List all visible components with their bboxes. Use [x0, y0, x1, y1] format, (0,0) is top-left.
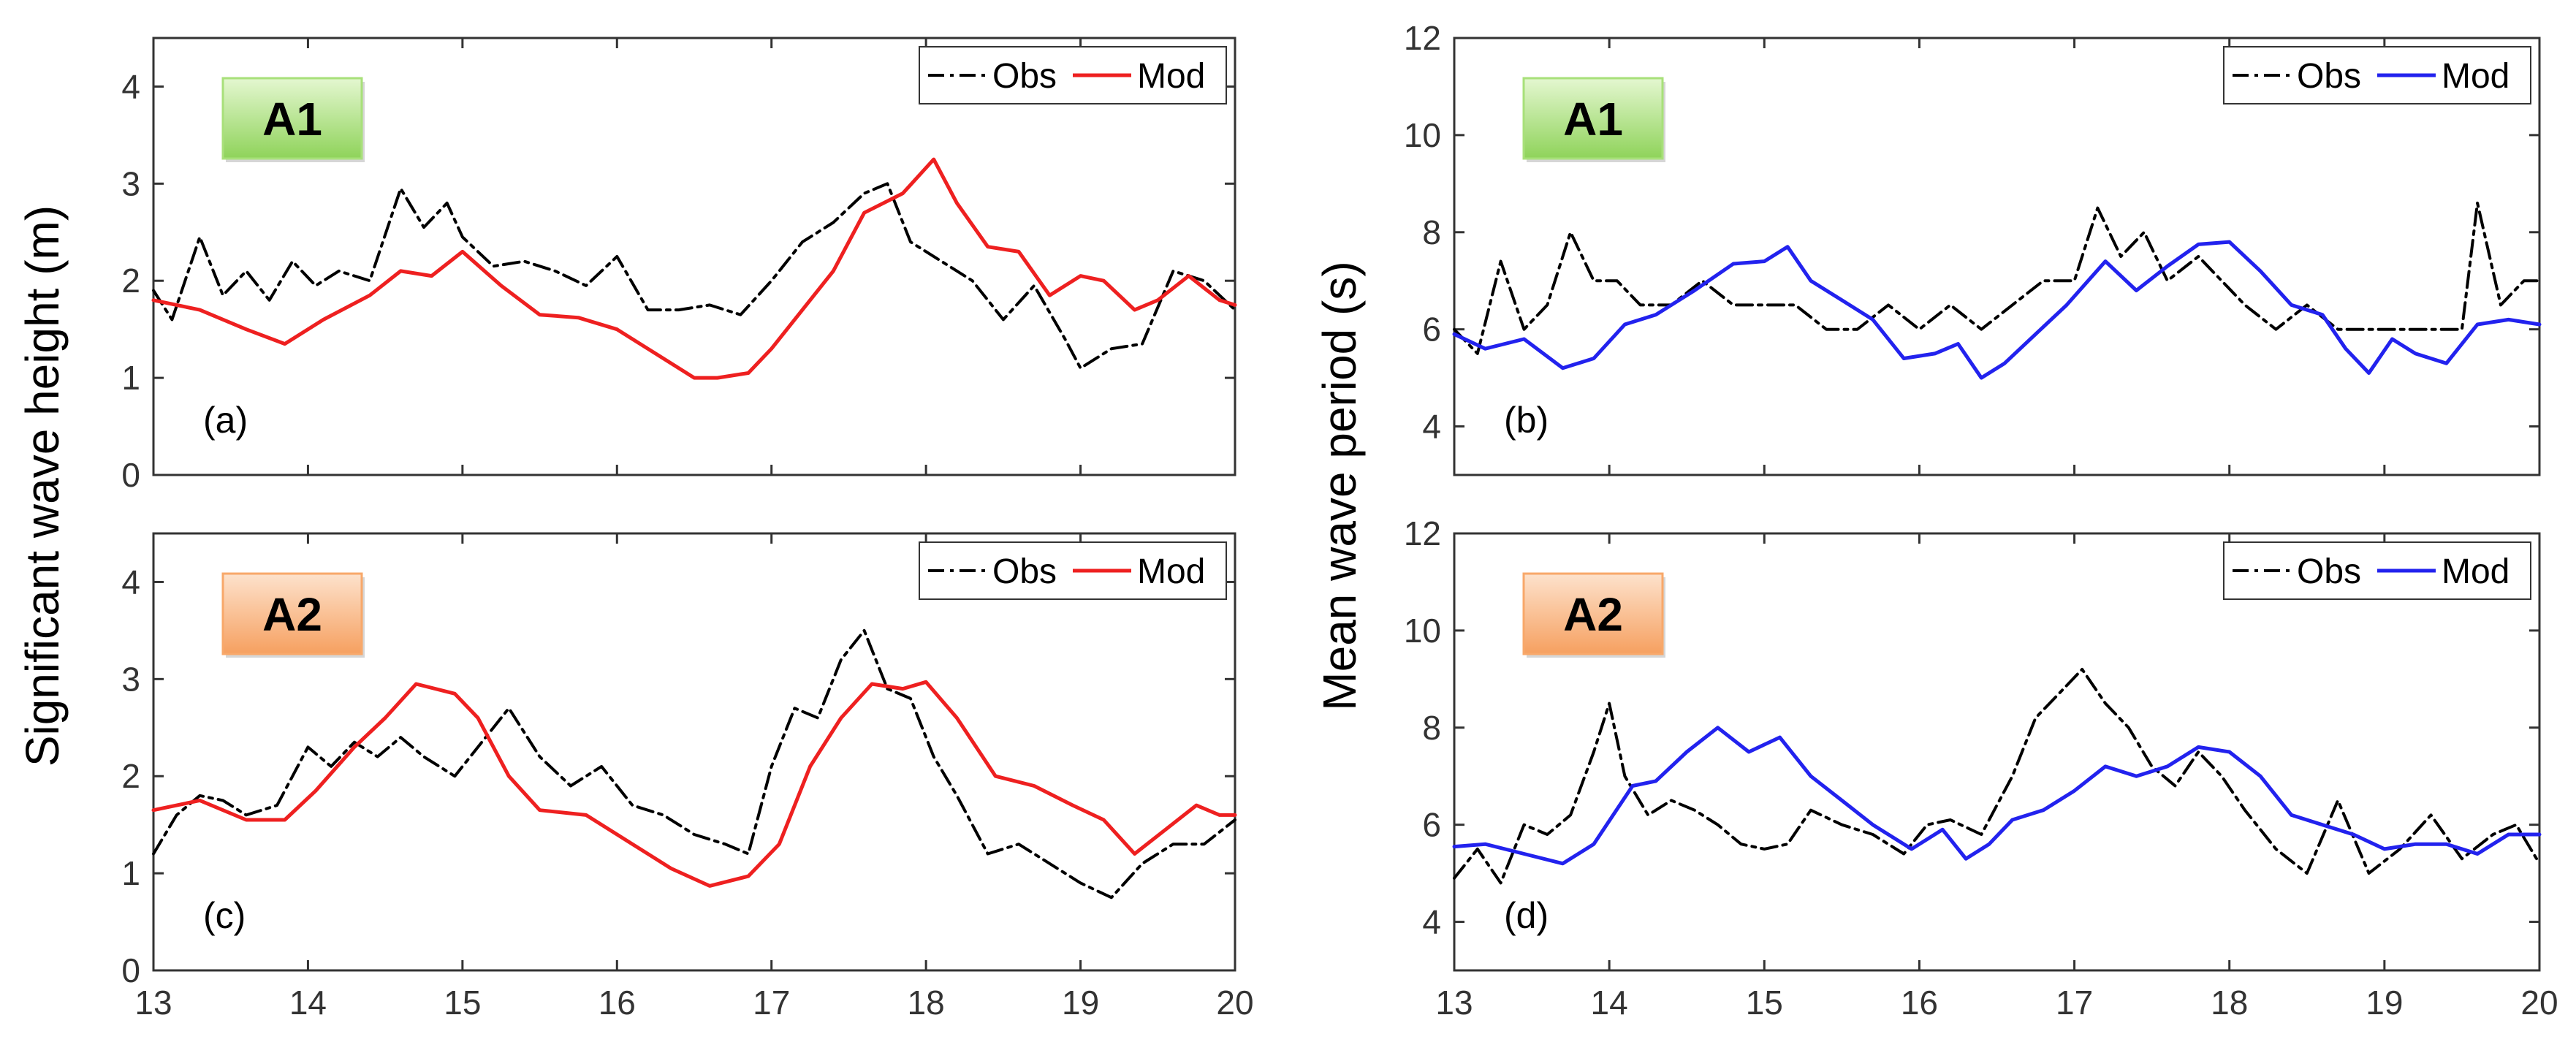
y-tick-label: 4 [1422, 903, 1441, 941]
y-tick-label: 8 [1422, 709, 1441, 747]
panel-a: 0 1 2 3 4 Obs Mod A1 (a) [121, 37, 1237, 494]
x-tick-label: 14 [289, 984, 327, 1022]
legend-label-obs: Obs [992, 552, 1057, 591]
y-tick-label: 0 [121, 951, 140, 989]
y-tick-label: 4 [121, 67, 140, 105]
x-tick-label: 18 [2211, 984, 2248, 1022]
y-tick-label: 12 [1404, 514, 1441, 552]
series-line-obs [1453, 668, 2541, 885]
series-line-mod [1452, 726, 2542, 866]
badge-box [1522, 572, 1664, 655]
y-axis-label-left: Significant wave height (m) [16, 205, 69, 767]
x-tick-label: 17 [753, 984, 790, 1022]
x-tick-label: 20 [2520, 984, 2558, 1022]
panel-label: (c) [203, 895, 246, 936]
legend-label-obs: Obs [2297, 57, 2361, 96]
y-tick-label: 3 [121, 660, 140, 698]
y-tick-label: 1 [121, 359, 140, 397]
y-tick-label: 10 [1404, 116, 1441, 154]
x-tick-label: 15 [444, 984, 481, 1022]
panel-d: 4 6 8 10 12 13 14 15 16 17 18 19 20 Obs Mod A2 (d) [1404, 514, 2558, 1022]
x-tick-label: 14 [1591, 984, 1628, 1022]
badge-label: A2 [262, 588, 322, 641]
y-tick-label: 0 [121, 456, 140, 494]
y-tick-label: 4 [1422, 408, 1441, 446]
x-tick-label: 13 [134, 984, 172, 1022]
legend-label-mod: Mod [1137, 552, 1205, 591]
y-tick-label: 1 [121, 854, 140, 892]
panel-c: 0 1 2 3 4 13 14 15 16 17 18 19 20 Obs Mod A2 (c) [121, 532, 1254, 1022]
y-tick-label: 4 [121, 563, 140, 601]
badge-label: A2 [1563, 588, 1623, 641]
x-tick-label: 13 [1435, 984, 1473, 1022]
y-tick-label: 6 [1422, 806, 1441, 844]
badge-label: A1 [262, 93, 322, 145]
panel-label: (d) [1504, 895, 1549, 936]
series-line-mod [151, 157, 1237, 380]
legend-label-mod: Mod [1137, 57, 1205, 96]
series-line-obs [152, 182, 1236, 370]
series-line-obs [152, 628, 1236, 900]
legend-label-mod: Mod [2442, 57, 2509, 96]
x-tick-label: 16 [1901, 984, 1938, 1022]
panel-label: (a) [203, 400, 248, 441]
x-tick-label: 20 [1216, 984, 1253, 1022]
x-tick-label: 19 [1062, 984, 1099, 1022]
y-axis-label-right: Mean wave period (s) [1313, 261, 1366, 710]
x-tick-label: 19 [2366, 984, 2403, 1022]
x-tick-label: 17 [2056, 984, 2093, 1022]
y-tick-label: 8 [1422, 213, 1441, 251]
badge-label: A1 [1563, 93, 1623, 145]
y-tick-label: 10 [1404, 612, 1441, 650]
x-tick-label: 16 [599, 984, 636, 1022]
series-line-obs [1453, 201, 2541, 355]
x-tick-label: 15 [1746, 984, 1783, 1022]
panel-b: 4 6 8 10 12 Obs Mod A1 (b) [1404, 19, 2542, 476]
badge-box [1522, 77, 1664, 160]
y-tick-label: 3 [121, 164, 140, 202]
x-tick-label: 18 [908, 984, 945, 1022]
series-line-mod [151, 680, 1237, 888]
legend-label-obs: Obs [992, 57, 1057, 96]
y-tick-label: 2 [121, 262, 140, 300]
y-tick-label: 2 [121, 757, 140, 795]
panel-label: (b) [1504, 400, 1549, 441]
y-tick-label: 12 [1404, 19, 1441, 57]
badge-box [221, 77, 363, 160]
badge-box [221, 572, 363, 655]
legend-label-mod: Mod [2442, 552, 2509, 591]
y-tick-label: 6 [1422, 311, 1441, 349]
series-line-mod [1452, 240, 2542, 380]
legend-label-obs: Obs [2297, 552, 2361, 591]
